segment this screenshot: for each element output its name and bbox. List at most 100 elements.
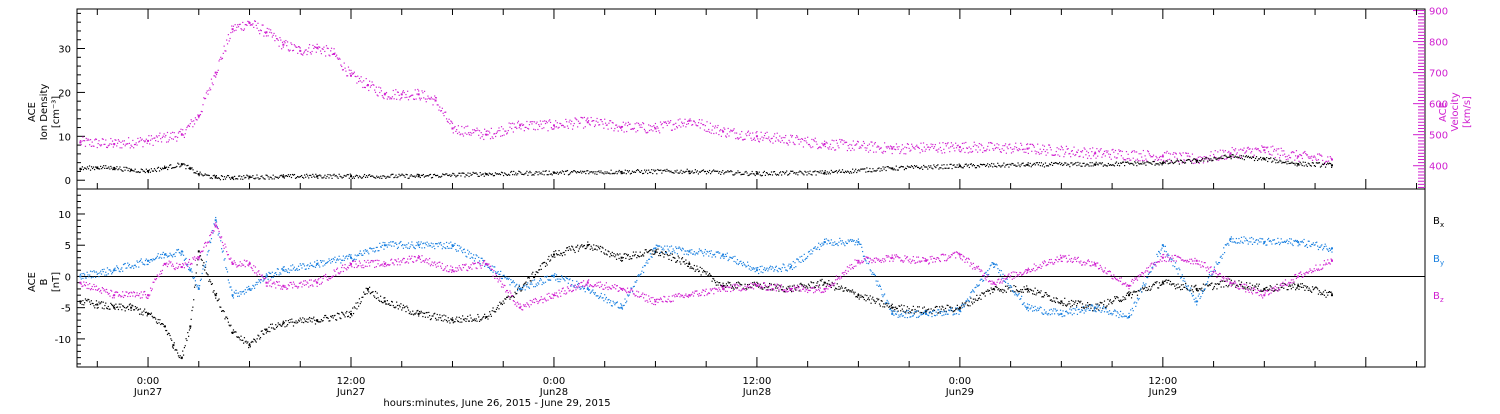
bottom-ytick-label-3: 5 — [65, 241, 71, 252]
density-sample — [538, 171, 539, 172]
density-sample — [785, 172, 786, 173]
bx-sample — [235, 331, 236, 332]
bx-sample — [1032, 293, 1033, 294]
density-sample — [802, 173, 803, 174]
density-sample — [841, 171, 842, 172]
bx-sample — [98, 302, 99, 303]
velocity-sample — [1128, 154, 1129, 155]
density-sample — [921, 166, 922, 167]
bx-sample — [1151, 286, 1152, 287]
bx-sample — [715, 282, 716, 283]
by-sample — [318, 265, 319, 266]
by-sample — [288, 268, 289, 269]
bx-sample — [139, 314, 140, 315]
density-sample — [204, 175, 205, 176]
by-sample — [402, 244, 403, 245]
density-sample — [525, 172, 526, 173]
velocity-sample — [707, 131, 708, 132]
bx-sample — [614, 256, 615, 257]
velocity-sample — [1031, 151, 1032, 152]
velocity-sample — [163, 136, 164, 137]
velocity-sample — [903, 153, 904, 154]
bx-sample — [600, 246, 601, 247]
velocity-sample — [811, 139, 812, 140]
density-sample — [192, 169, 193, 170]
density-sample — [534, 173, 535, 174]
velocity-sample — [828, 148, 829, 149]
velocity-sample — [755, 140, 756, 141]
velocity-sample — [483, 139, 484, 140]
velocity-sample — [1245, 152, 1246, 153]
velocity-sample — [884, 142, 885, 143]
density-sample — [652, 173, 653, 174]
by-sample — [198, 287, 199, 288]
density-sample — [352, 178, 353, 179]
density-sample — [846, 172, 847, 173]
velocity-sample — [1046, 149, 1047, 150]
density-sample — [198, 173, 199, 174]
velocity-sample — [1220, 150, 1221, 151]
density-sample — [1270, 157, 1271, 158]
density-sample — [255, 177, 256, 178]
by-point-25 — [756, 269, 758, 271]
velocity-sample — [733, 128, 734, 129]
density-sample — [624, 172, 625, 173]
velocity-sample — [476, 128, 477, 129]
velocity-sample — [1114, 156, 1115, 157]
bx-point-19 — [418, 313, 420, 315]
density-sample — [736, 172, 737, 173]
bx-sample — [87, 300, 88, 301]
bx-sample — [189, 329, 190, 330]
velocity-sample — [596, 121, 597, 122]
by-sample — [329, 260, 330, 261]
bx-sample — [792, 286, 793, 287]
velocity-sample — [712, 126, 713, 127]
density-sample — [871, 171, 872, 172]
bx-sample — [928, 309, 929, 310]
velocity-sample — [1152, 156, 1153, 157]
velocity-sample — [205, 98, 206, 99]
density-sample — [240, 178, 241, 179]
bx-sample — [464, 319, 465, 320]
bx-sample — [727, 285, 728, 286]
velocity-sample — [185, 129, 186, 130]
density-sample — [1069, 166, 1070, 167]
bx-sample — [813, 282, 814, 283]
velocity-point-6 — [232, 28, 234, 30]
bx-sample — [1051, 299, 1052, 300]
bx-sample — [365, 294, 366, 295]
velocity-sample — [460, 133, 461, 134]
velocity-sample — [473, 132, 474, 133]
velocity-sample — [1078, 149, 1079, 150]
bx-point-27 — [688, 263, 690, 265]
bx-sample — [481, 318, 482, 319]
by-sample — [439, 243, 440, 244]
bx-sample — [909, 308, 910, 309]
by-sample — [103, 269, 104, 270]
bx-sample — [411, 314, 412, 315]
density-sample — [360, 176, 361, 177]
by-sample — [107, 267, 108, 268]
velocity-sample — [931, 144, 932, 145]
bx-sample — [729, 282, 730, 283]
by-sample — [502, 278, 503, 279]
velocity-sample — [701, 119, 702, 120]
bx-sample — [163, 324, 164, 325]
bx-sample — [1180, 289, 1181, 290]
density-sample — [249, 176, 250, 177]
velocity-sample — [394, 94, 395, 95]
bx-sample — [1096, 308, 1097, 309]
bx-sample — [1150, 289, 1151, 290]
bx-sample — [360, 303, 361, 304]
velocity-sample — [1326, 161, 1327, 162]
velocity-sample — [1094, 153, 1095, 154]
velocity-sample — [109, 145, 110, 146]
by-sample — [322, 260, 323, 261]
bx-sample — [1106, 305, 1107, 306]
velocity-sample — [315, 47, 316, 48]
bx-sample — [220, 307, 221, 308]
velocity-sample — [543, 127, 544, 128]
bx-sample — [1087, 302, 1088, 303]
velocity-sample — [422, 92, 423, 93]
